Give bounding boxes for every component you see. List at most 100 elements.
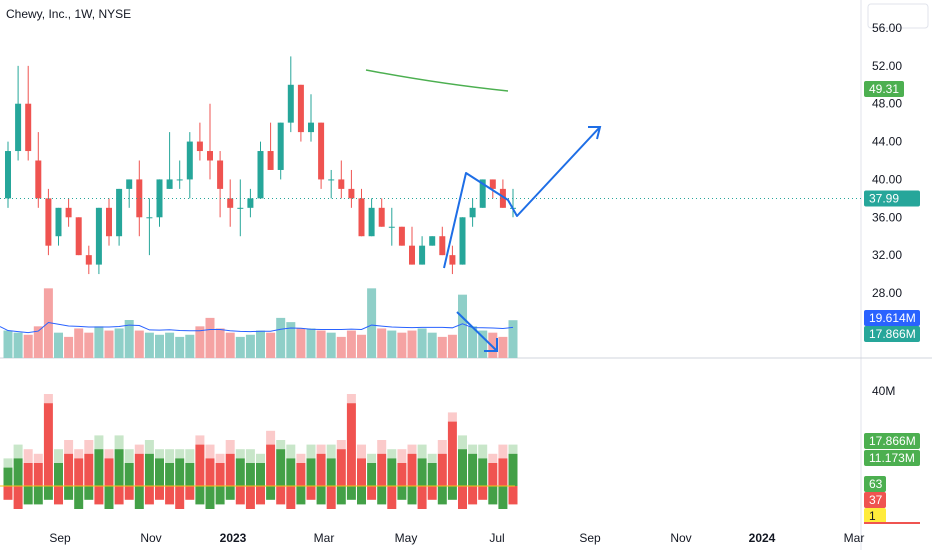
settings-box[interactable] xyxy=(867,3,929,29)
lower-bar-shadow xyxy=(427,453,437,463)
lower-bar-shadow xyxy=(256,453,265,463)
lower-bar-shadow xyxy=(296,453,306,463)
volume-bar xyxy=(346,330,356,358)
volume-layer xyxy=(3,288,518,358)
candle-body xyxy=(35,160,42,199)
volume-bar xyxy=(488,332,498,358)
lower-bar-shadow xyxy=(94,435,104,450)
volume-bar xyxy=(64,336,74,358)
lower-bar-negative xyxy=(225,486,235,500)
volume-ma-layer xyxy=(0,322,514,334)
lower-bar-shadow xyxy=(215,453,225,463)
volume-ma-line xyxy=(0,322,514,334)
candle-body xyxy=(378,207,385,227)
price-axis: 56.00 52.00 48.00 44.00 40.00 36.00 32.00 28.00 xyxy=(872,21,902,300)
lower-bar-negative xyxy=(286,486,296,509)
volume-bar xyxy=(13,332,23,358)
lower-bar-negative xyxy=(195,486,205,505)
lower-bar xyxy=(458,449,467,486)
time-tick: Sep xyxy=(579,531,601,545)
lower-label-4: 37 xyxy=(864,492,886,508)
lower-bar xyxy=(417,458,427,486)
lower-bar-negative xyxy=(114,486,124,505)
lower-bar-negative xyxy=(3,486,13,500)
candle-body xyxy=(176,179,183,181)
candle-body xyxy=(398,226,405,246)
price-tick: 40.00 xyxy=(872,172,902,186)
trend-curve[interactable] xyxy=(365,69,509,92)
lower-bar-shadow xyxy=(124,449,134,463)
lower-bar-negative xyxy=(367,486,377,500)
lower-bar xyxy=(266,444,276,486)
candle-body xyxy=(368,207,375,237)
lower-bar-shadow xyxy=(336,440,346,450)
candle-body xyxy=(439,236,446,256)
lower-bar-negative xyxy=(437,486,447,505)
candle-body xyxy=(156,179,163,218)
lower-bar-negative xyxy=(205,486,215,509)
lower-pane-bars: 40M xyxy=(0,384,895,509)
time-tick: Jul xyxy=(489,531,504,545)
lower-bar-shadow xyxy=(245,449,255,463)
lower-label-5-bg xyxy=(864,508,886,524)
lower-bar-negative xyxy=(124,486,134,500)
volume-bar xyxy=(155,334,164,358)
time-tick: Nov xyxy=(140,531,161,545)
volume-bar xyxy=(94,326,104,358)
lower-bar-shadow xyxy=(205,444,215,459)
lower-bar xyxy=(498,458,508,486)
lower-bar-shadow xyxy=(54,449,63,463)
candle-body xyxy=(237,207,244,209)
lower-bar-shadow xyxy=(13,444,23,459)
lower-bar xyxy=(144,453,154,486)
lower-label-3: 63 xyxy=(864,476,886,492)
down-arrow-line[interactable] xyxy=(456,311,498,352)
candle-body xyxy=(257,151,264,199)
candles-layer xyxy=(5,56,516,275)
lower-bar-negative xyxy=(296,486,306,505)
price-tick: 44.00 xyxy=(872,135,902,149)
lower-bar-negative xyxy=(94,486,104,505)
lower-bar xyxy=(478,458,488,486)
lower-label-1: 17.866M xyxy=(864,433,920,449)
candle-body xyxy=(449,255,456,265)
lower-axis-tick: 40M xyxy=(872,384,895,398)
volume-bar xyxy=(447,334,457,358)
lower-bar-negative xyxy=(387,486,397,509)
time-tick: Nov xyxy=(670,531,691,545)
lower-bar-negative xyxy=(104,486,114,509)
volume-bar xyxy=(33,326,43,358)
lower-bar xyxy=(23,463,33,486)
forecast-arrow-line[interactable] xyxy=(443,126,601,269)
volume-bar xyxy=(245,334,255,358)
lower-bar-shadow xyxy=(195,435,205,445)
volume-ma-badge: 19.614M xyxy=(864,310,920,326)
lower-bar xyxy=(336,449,346,486)
lower-bar xyxy=(245,463,255,486)
lower-bar-shadow xyxy=(3,458,13,468)
lower-bar xyxy=(256,463,265,486)
volume-bar xyxy=(23,334,33,358)
volume-bar xyxy=(114,328,124,358)
lower-bar-shadow xyxy=(43,394,53,404)
lower-bar xyxy=(94,449,104,486)
candle-body xyxy=(166,179,173,189)
lower-bar xyxy=(377,453,387,486)
lower-bar-shadow xyxy=(33,453,43,463)
drawings-layer xyxy=(0,69,861,352)
lower-bar xyxy=(387,458,397,486)
lower-bar-shadow xyxy=(458,435,467,450)
lower-bar-negative xyxy=(144,486,154,505)
lower-bar-shadow xyxy=(74,449,84,459)
lower-bar-negative xyxy=(84,486,94,500)
volume-last-badge-bg xyxy=(864,326,920,342)
lower-bar-negative xyxy=(266,486,276,500)
lower-bar-negative xyxy=(54,486,63,505)
lower-bar xyxy=(155,458,164,486)
lower-bar-negative xyxy=(336,486,346,505)
volume-ma-badge-bg xyxy=(864,310,920,326)
volume-last-badge: 17.866M xyxy=(864,326,920,342)
lower-label-4-bg xyxy=(864,492,886,508)
lower-bar-shadow xyxy=(235,449,245,459)
